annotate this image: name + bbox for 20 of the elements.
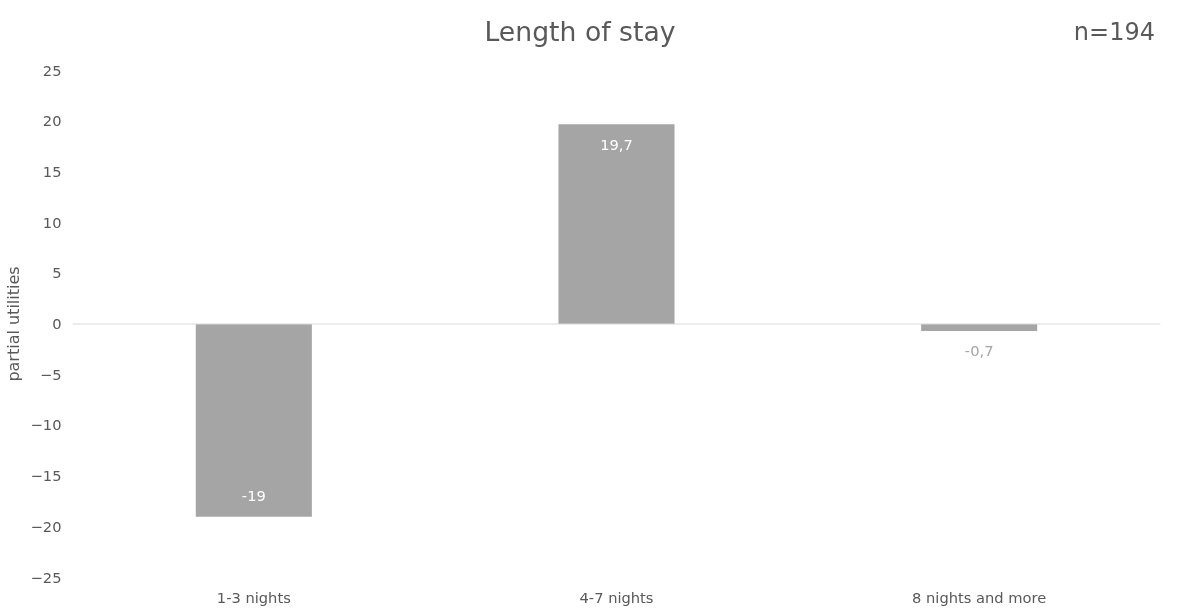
y-tick-label: 5	[52, 264, 62, 282]
data-label: 19,7	[600, 135, 633, 153]
x-tick-label: 1-3 nights	[216, 588, 291, 606]
y-tick-label: 10	[42, 213, 62, 231]
y-tick-label: 20	[42, 112, 62, 130]
y-tick-label: −15	[30, 467, 62, 485]
y-axis-title: partial utilities	[3, 266, 23, 382]
text: n=194	[1073, 18, 1155, 46]
y-tick-label: 15	[42, 162, 62, 180]
chart-title: Length of stay	[484, 16, 676, 47]
y-tick-label: −10	[30, 416, 62, 434]
y-tick-label: 0	[52, 315, 62, 332]
y-tick-label: 25	[42, 61, 62, 79]
x-tick-label: 8 nights and more	[912, 588, 1047, 606]
y-tick-label: −20	[30, 517, 62, 535]
y-tick-label: −25	[30, 568, 62, 586]
y-tick-label: −5	[39, 365, 62, 383]
data-label: -19	[241, 487, 266, 505]
x-tick-label: 4-7 nights	[579, 588, 654, 606]
data-label: -0,7	[964, 342, 994, 360]
